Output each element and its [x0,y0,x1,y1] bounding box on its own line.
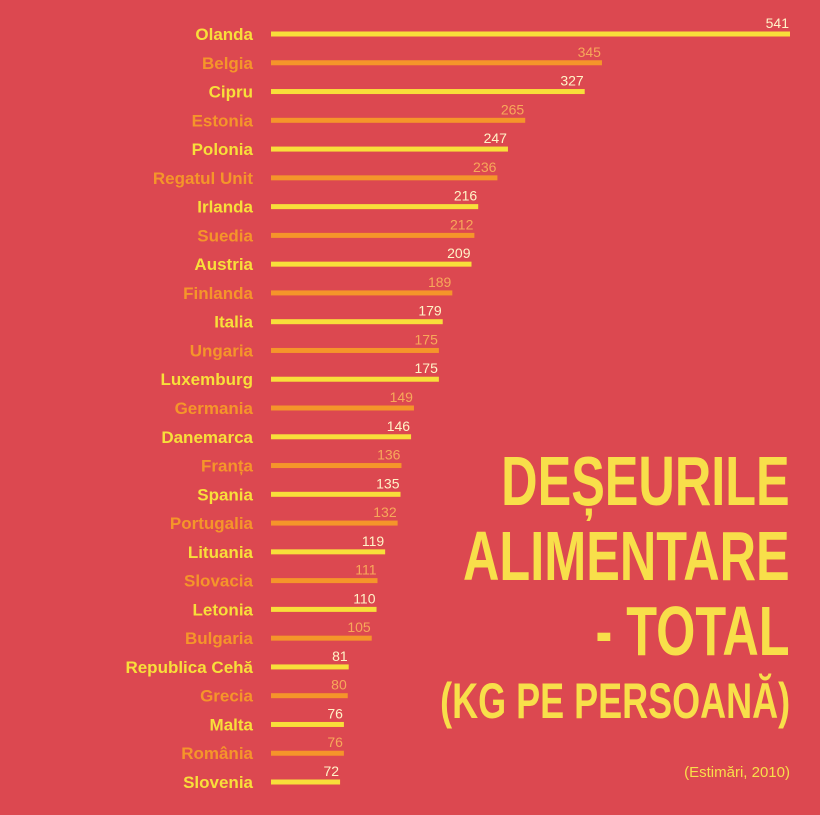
category-label: Portugalia [170,514,254,533]
category-label: Danemarca [161,428,253,447]
bar [271,347,439,353]
bar [271,405,414,411]
bar [271,721,344,727]
value-label: 175 [415,360,439,376]
value-label: 541 [766,15,790,31]
bar [271,779,341,785]
value-label: 345 [578,44,602,60]
category-label: Lituania [188,543,254,562]
value-label: 81 [332,648,348,664]
category-label: România [181,744,253,763]
category-label: Austria [194,255,253,274]
category-label: Cipru [209,83,253,102]
category-label: Finlanda [183,284,253,303]
category-label: Suedia [197,226,253,245]
category-label: Spania [197,485,253,504]
bar [271,146,508,152]
bar [271,635,372,641]
bar [271,319,443,325]
category-label: Germania [175,399,254,418]
value-label: 132 [373,504,397,520]
value-label: 80 [331,677,347,693]
bar [271,89,585,95]
value-label: 265 [501,101,525,117]
bar [271,31,790,37]
category-label: Irlanda [197,198,253,217]
category-label: Letonia [193,600,254,619]
value-label: 135 [376,475,400,491]
chart-title-line-3: - TOTAL [595,592,790,670]
bar [271,491,401,497]
category-label: Ungaria [190,341,254,360]
bar [271,204,479,210]
value-label: 212 [450,216,474,232]
bar [271,463,402,469]
category-label: Franța [201,457,254,476]
category-label: Malta [210,715,254,734]
value-label: 149 [390,389,414,405]
value-label: 327 [560,73,584,89]
bar [271,261,472,267]
bar [271,376,439,382]
value-label: 216 [454,188,478,204]
category-label: Slovenia [183,773,253,792]
value-label: 110 [353,590,376,606]
bar [271,60,602,66]
bar [271,664,349,670]
bar [271,693,348,699]
bar [271,750,344,756]
bar [271,606,377,612]
category-label: Olanda [195,25,253,44]
category-label: Italia [214,313,253,332]
category-label: Luxemburg [160,370,253,389]
category-label: Estonia [192,111,254,130]
value-label: 136 [377,447,401,463]
category-label: Grecia [200,687,253,706]
category-label: Bulgaria [185,629,254,648]
value-label: 76 [327,705,343,721]
value-label: 236 [473,159,497,175]
value-label: 209 [447,245,471,261]
value-label: 119 [362,533,385,549]
bar [271,578,378,584]
value-label: 72 [323,763,339,779]
bar [271,175,498,181]
chart-title-line-2: ALIMENTARE [463,517,790,595]
category-label: Regatul Unit [153,169,253,188]
bar [271,232,475,238]
value-label: 175 [415,331,439,347]
value-label: 76 [327,734,343,750]
bar [271,549,386,555]
chart-subtitle: (KG PE PERSOANĂ) [439,673,790,729]
value-label: 111 [355,562,376,578]
value-label: 247 [484,130,508,146]
chart-note: (Estimări, 2010) [684,764,790,781]
category-label: Republica Cehă [125,658,253,677]
category-label: Polonia [192,140,254,159]
value-label: 179 [418,303,442,319]
value-label: 189 [428,274,452,290]
value-label: 146 [387,418,411,434]
category-label: Belgia [202,54,254,73]
category-label: Slovacia [184,572,254,591]
bar [271,290,453,296]
value-label: 105 [347,619,371,635]
bar [271,520,398,526]
chart-title-line-1: DEȘEURILE [501,442,790,520]
bar [271,434,412,440]
bar [271,117,526,123]
